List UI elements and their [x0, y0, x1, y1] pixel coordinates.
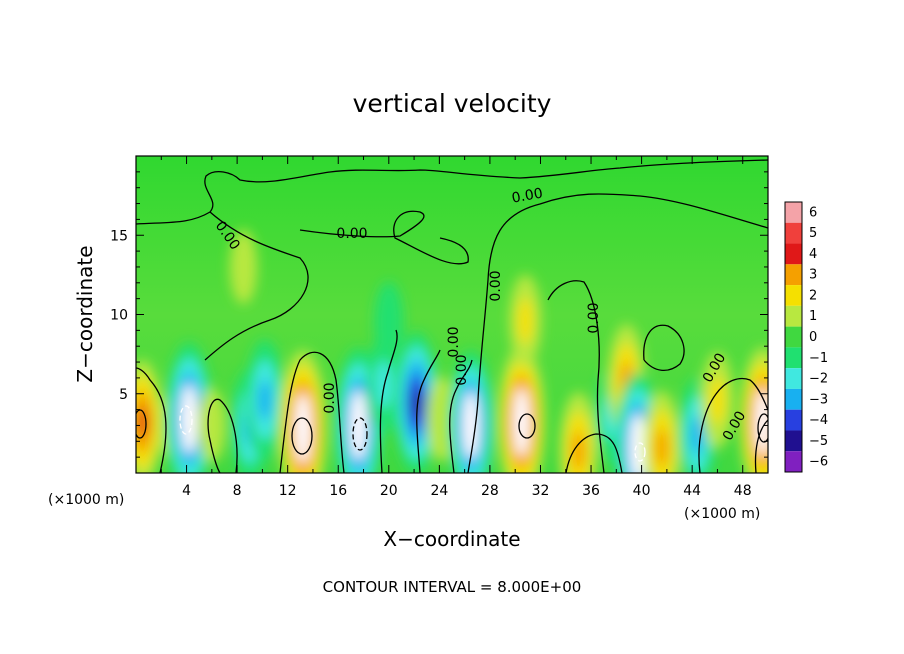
contour-label: 0.00 [322, 382, 338, 413]
colorbar-label: 3 [809, 268, 817, 283]
colorbar-label: −1 [809, 351, 828, 366]
velocity-cell-core [180, 384, 198, 454]
colorbar-label: 5 [809, 226, 817, 241]
colorbar-label: 2 [809, 288, 817, 303]
velocity-cell-core [513, 387, 530, 457]
x-unit-left: (×1000 m) [48, 492, 124, 508]
contour-label: 0.00 [586, 302, 602, 333]
x-tick-label: 44 [683, 483, 701, 499]
x-tick-label: 4 [182, 483, 191, 499]
velocity-cell [517, 297, 534, 344]
colorbar-swatch [785, 305, 802, 327]
colorbar-label: 0 [809, 330, 817, 345]
x-tick-label: 8 [233, 483, 242, 499]
x-tick-label: 20 [380, 483, 398, 499]
x-tick-label: 32 [532, 483, 550, 499]
zero-contours [136, 159, 768, 473]
x-axis-label: X−coordinate [383, 527, 520, 551]
contour-label: 0.00 [488, 270, 504, 301]
colorbar: 6 5 4 3 2 1 0 −1 −2 −3 −4 −5 −6 [784, 201, 828, 473]
contour-interval-note: CONTOUR INTERVAL = 8.000E+00 [323, 578, 582, 596]
contour-label: 0.00 [336, 226, 367, 242]
velocity-cell [374, 281, 404, 364]
x-tick-label: 16 [329, 483, 347, 499]
y-tick-label: 15 [110, 228, 128, 244]
colorbar-swatch [785, 326, 802, 348]
y-tick-label: 10 [110, 308, 128, 324]
colorbar-label: 1 [809, 309, 817, 324]
colorbar-swatch [785, 285, 802, 306]
contour-label: 0.00 [511, 185, 544, 206]
colorbar-swatch [785, 451, 802, 472]
colorbar-frame [784, 201, 803, 473]
x-tick-label: 36 [582, 483, 600, 499]
velocity-cell [198, 388, 226, 463]
colorbar-label: −3 [809, 392, 828, 407]
colorbar-swatch [785, 243, 802, 265]
velocity-cell [258, 379, 272, 421]
x-tick-label: 28 [481, 483, 499, 499]
contour-label: 0.00 [454, 354, 470, 385]
x-tick-label: 24 [430, 483, 448, 499]
colorbar-swatch [785, 347, 802, 369]
colorbar-swatch [785, 222, 802, 244]
velocity-cell [655, 428, 669, 467]
colorbar-label: 4 [809, 247, 817, 262]
velocity-cell-core [629, 413, 646, 473]
chart-title: vertical velocity [353, 89, 552, 118]
y-axis-label: Z−coordinate [73, 245, 97, 382]
colorbar-swatch [785, 202, 802, 223]
colorbar-label: −6 [809, 455, 828, 470]
x-tick-label: 40 [633, 483, 651, 499]
colorbar-label: −5 [809, 434, 828, 449]
velocity-cell-core [294, 393, 312, 464]
colorbar-label: −2 [809, 372, 828, 387]
y-axis-ticks: 5 10 15 [110, 171, 768, 458]
velocity-field: 0.00 0.000.000.000.000.000.000.00 0.000.00 [136, 159, 768, 473]
contour-label: 0.00 [446, 326, 462, 357]
colorbar-swatch [785, 430, 802, 452]
velocity-cell [691, 415, 704, 454]
x-tick-label: 48 [734, 483, 752, 499]
velocity-cell [229, 229, 258, 305]
y-tick-label: 5 [119, 387, 128, 403]
x-axis-ticks: 4 8 12 16 20 24 28 32 36 40 44 48 [160, 156, 752, 499]
x-tick-label: 12 [279, 483, 297, 499]
colorbar-label: −4 [809, 413, 828, 428]
colorbar-swatch [785, 388, 802, 410]
colorbar-label: 6 [809, 205, 817, 220]
colorbar-swatch [785, 409, 802, 431]
colorbar-swatch [785, 368, 802, 389]
x-unit-right: (×1000 m) [684, 506, 760, 522]
colorbar-swatch [785, 264, 802, 286]
velocity-cell-core [462, 391, 480, 460]
